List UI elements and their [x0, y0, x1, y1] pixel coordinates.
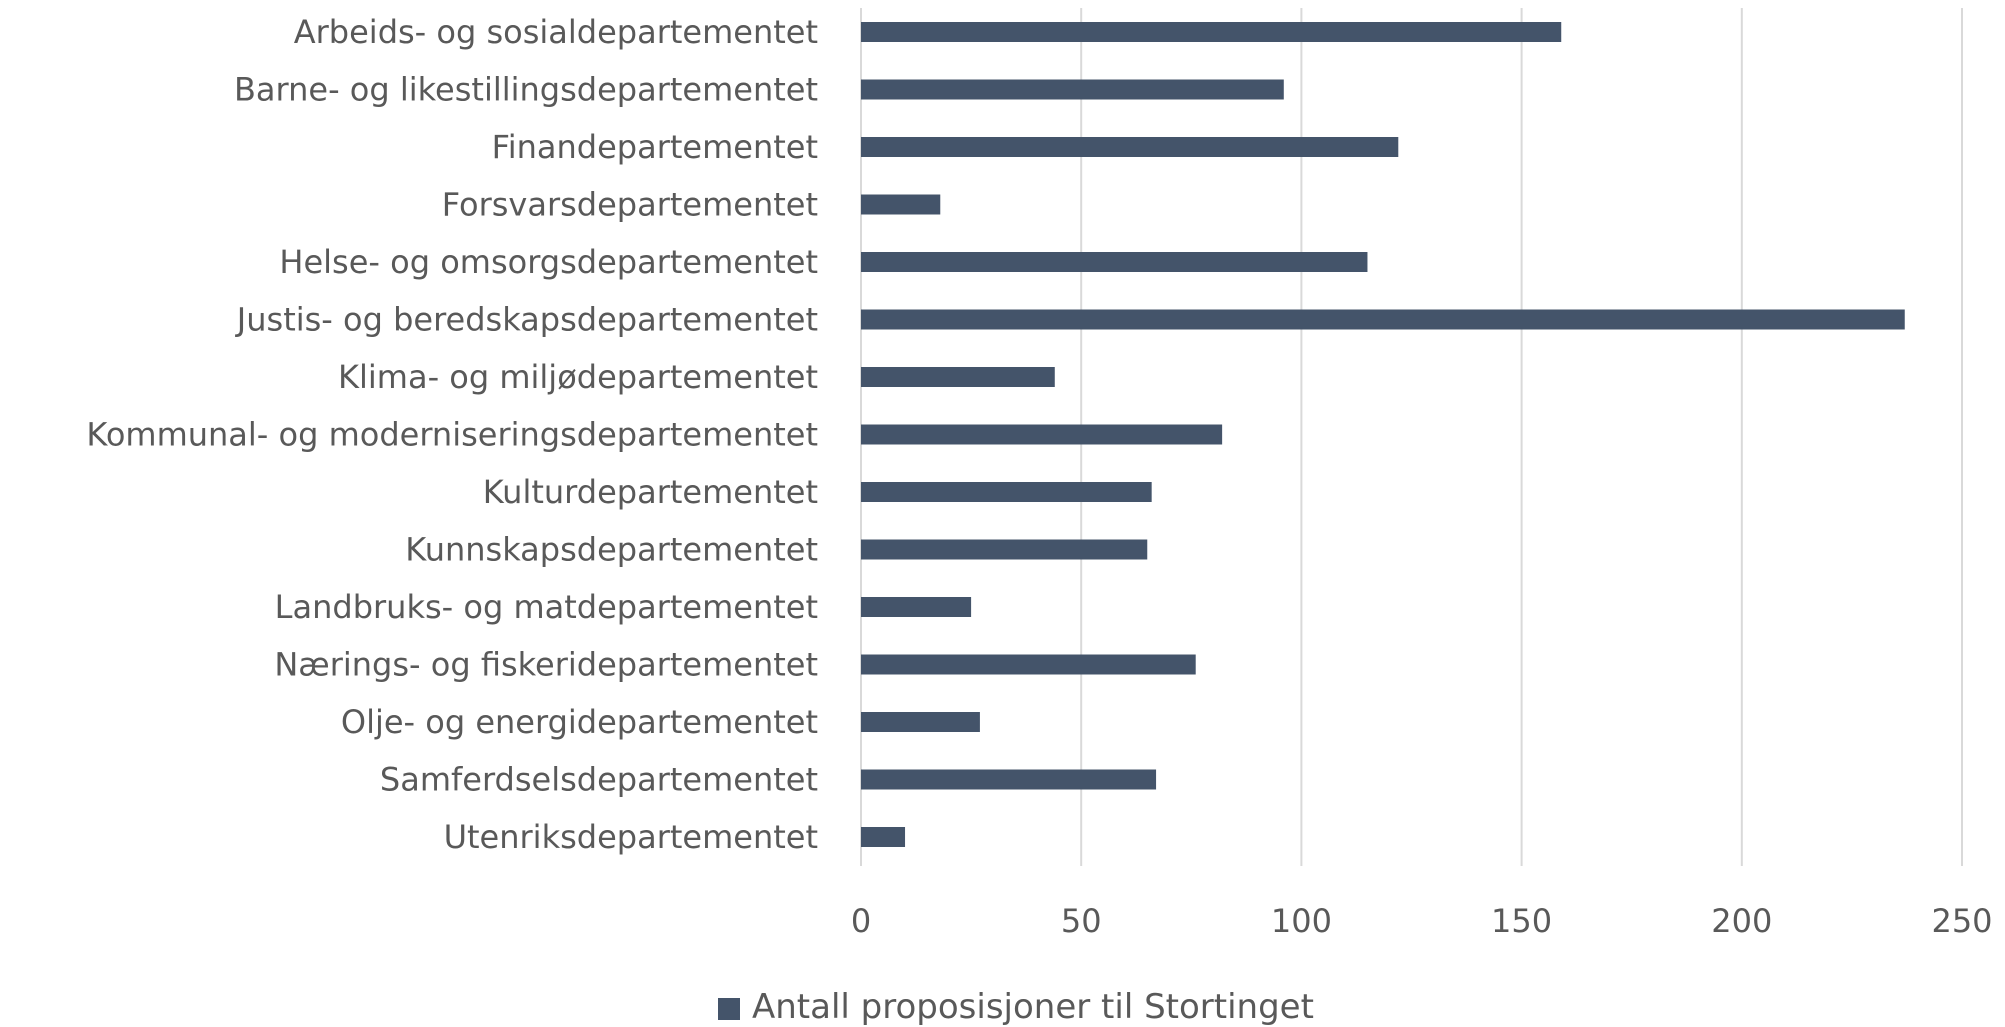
bar	[861, 79, 1284, 100]
bar	[861, 309, 1905, 330]
category-label: Kulturdepartementet	[483, 473, 818, 511]
x-tick-label: 50	[1061, 902, 1102, 940]
category-label: Nærings- og fiskeridepartementet	[274, 646, 818, 684]
category-label: Samferdselsdepartementet	[380, 761, 818, 799]
legend-label: Antall proposisjoner til Stortinget	[752, 987, 1314, 1027]
category-label: Kommunal- og moderniseringsdepartementet	[86, 416, 818, 454]
bar	[861, 252, 1368, 272]
category-label: Arbeids- og sosialdepartementet	[294, 13, 818, 51]
category-label: Klima- og miljødepartementet	[338, 358, 818, 396]
x-tick-label: 100	[1271, 902, 1332, 940]
category-label: Finandepartementet	[492, 128, 818, 166]
bar	[861, 712, 980, 732]
category-label: Olje- og energidepartementet	[341, 703, 818, 741]
bar	[861, 654, 1196, 675]
category-label: Utenriksdepartementet	[444, 818, 818, 856]
bar	[861, 367, 1055, 387]
bar	[861, 22, 1562, 42]
bar	[861, 482, 1152, 502]
bar	[861, 597, 972, 617]
bar	[861, 137, 1399, 157]
category-labels: Arbeids- og sosialdepartementet Barne- og…	[86, 13, 818, 856]
legend-swatch	[718, 998, 740, 1020]
category-label: Justis- og beredskapsdepartementet	[235, 301, 818, 339]
category-label: Forsvarsdepartementet	[442, 186, 818, 224]
category-label: Landbruks- og matdepartementet	[275, 588, 818, 626]
bar	[861, 769, 1157, 790]
bars	[861, 22, 1905, 847]
bar	[861, 539, 1148, 560]
x-tick-label: 150	[1491, 902, 1552, 940]
bar	[861, 194, 941, 215]
x-axis-tick-labels: 0 50 100 150 200 250	[851, 902, 1993, 940]
category-label: Barne- og likestillingsdepartementet	[234, 71, 818, 109]
x-tick-label: 0	[851, 902, 871, 940]
x-tick-label: 250	[1931, 902, 1992, 940]
bar	[861, 424, 1223, 445]
category-label: Helse- og omsorgsdepartementet	[279, 243, 818, 281]
category-label: Kunnskapsdepartementet	[405, 531, 818, 569]
legend: Antall proposisjoner til Stortinget	[718, 987, 1314, 1027]
x-tick-label: 200	[1711, 902, 1772, 940]
bar	[861, 827, 906, 847]
